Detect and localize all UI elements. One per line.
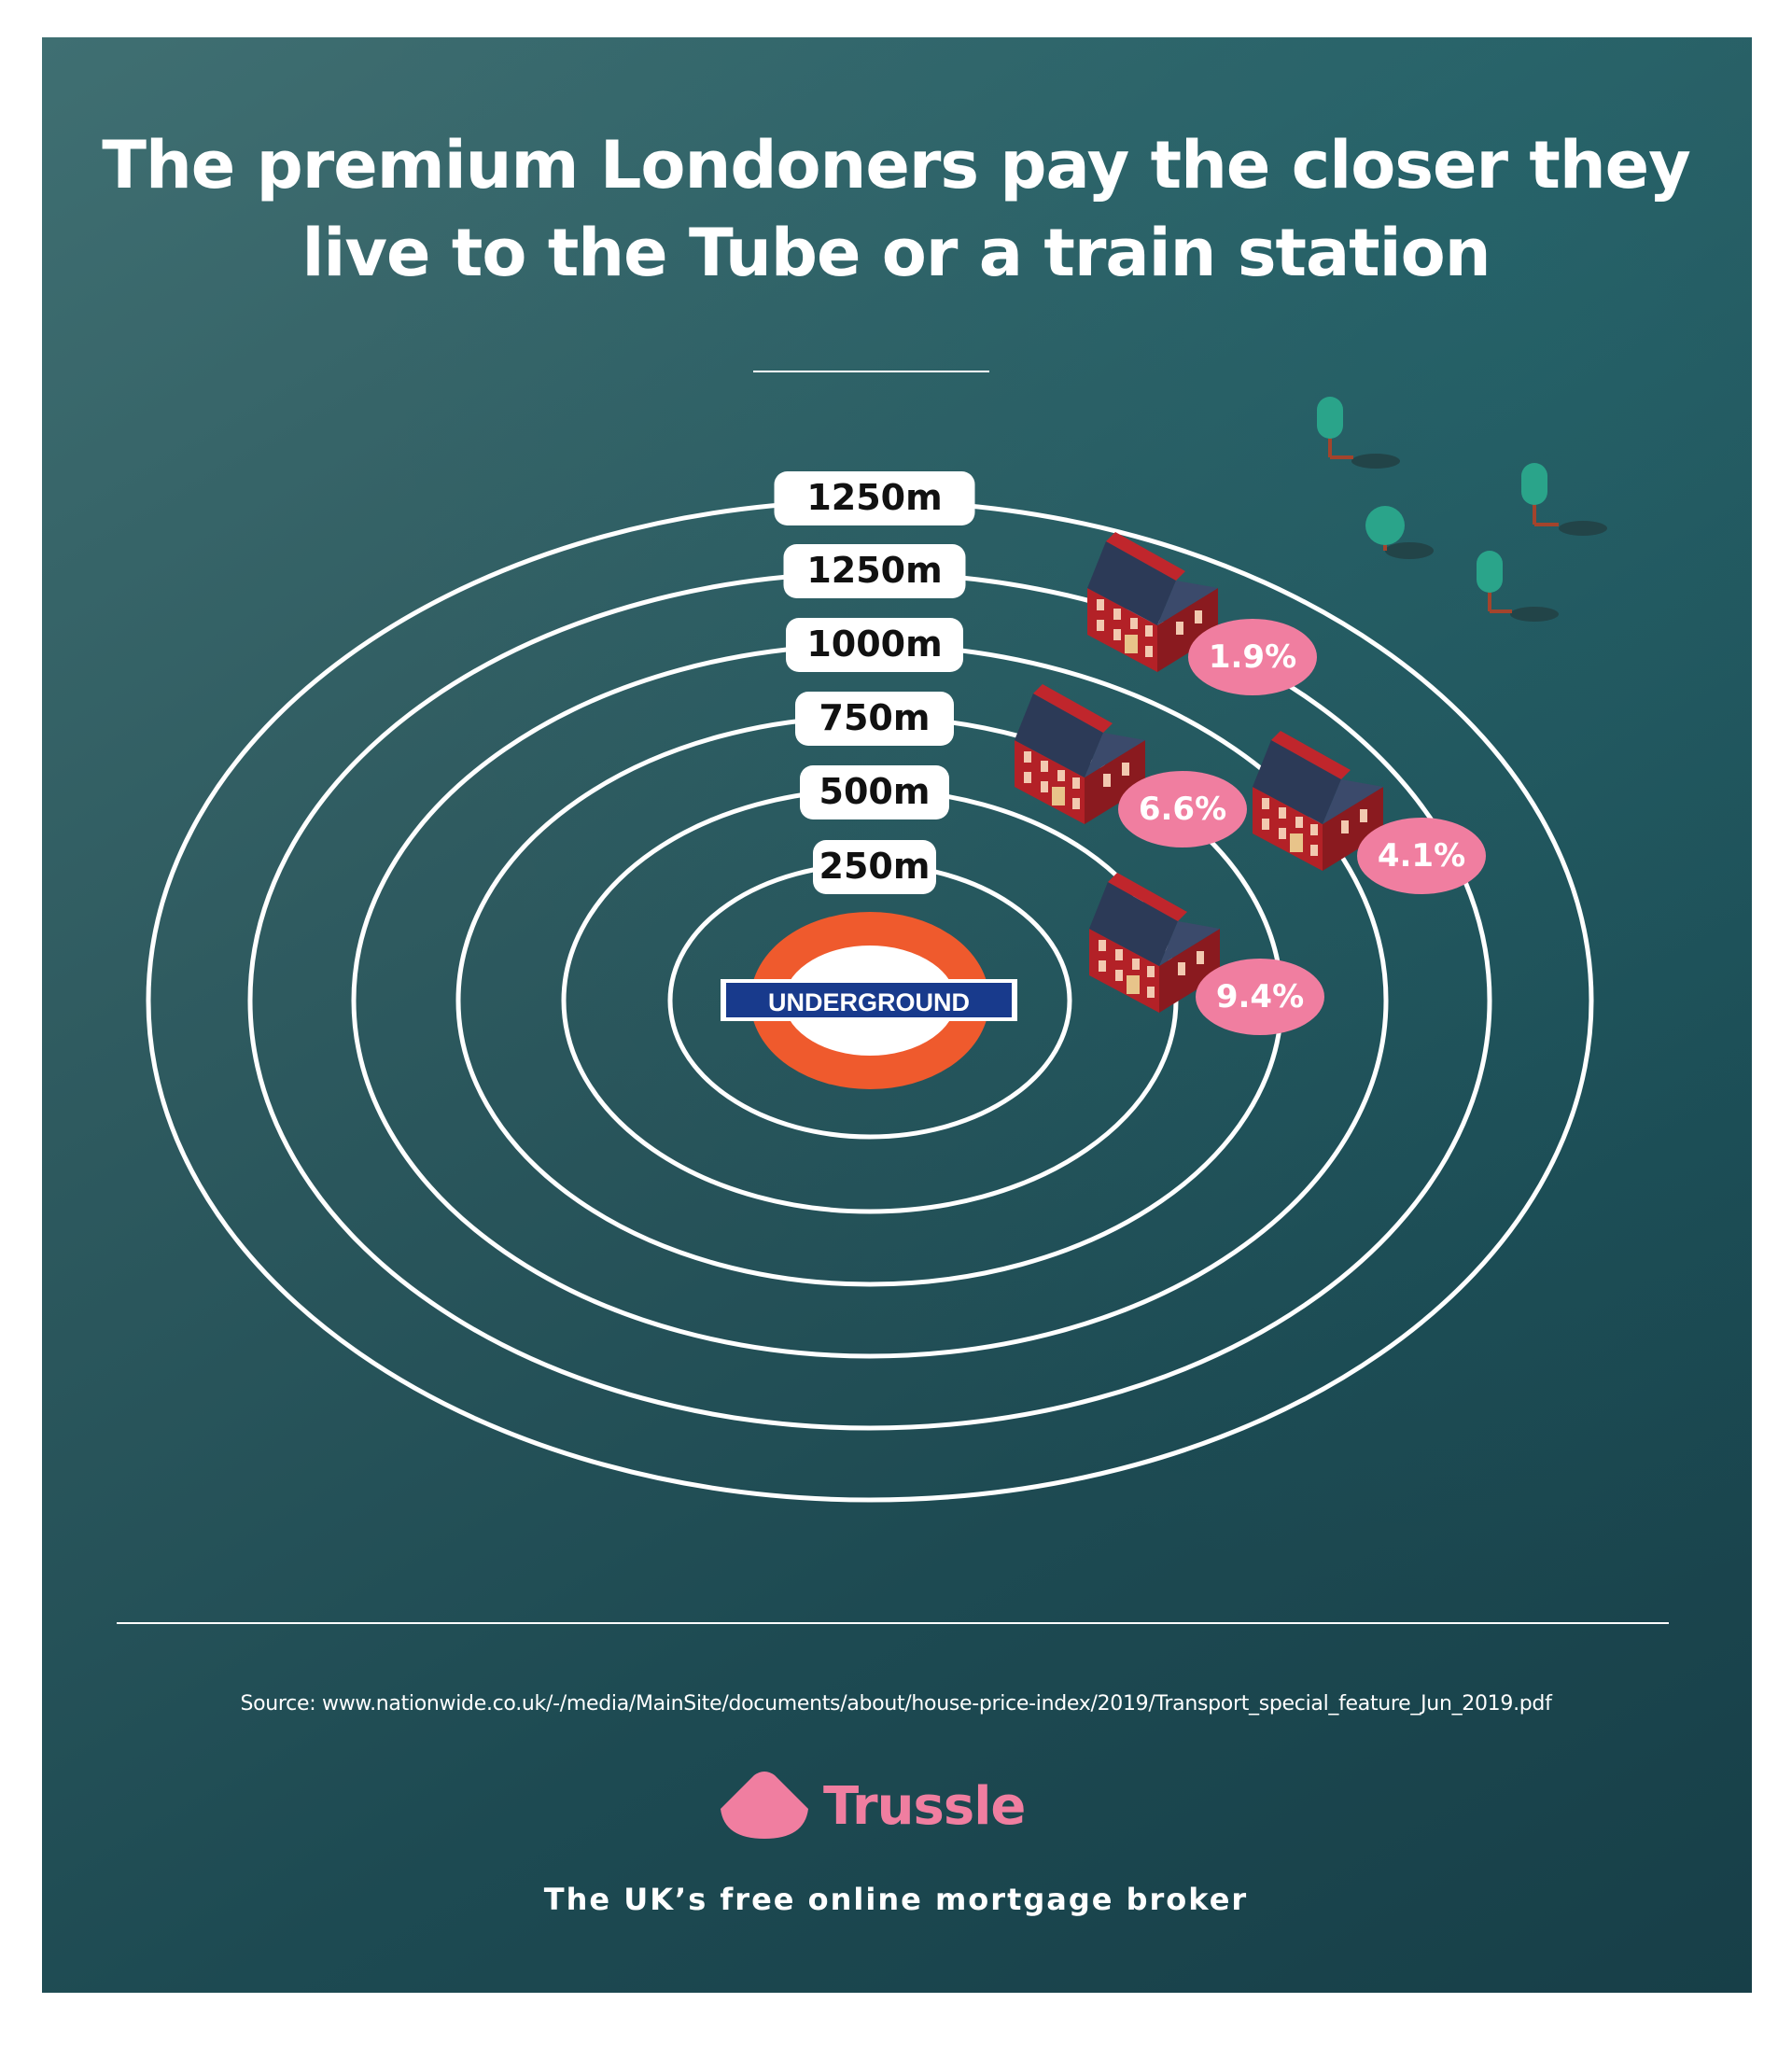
premium-badge: 9.4%	[1196, 959, 1324, 1035]
premium-badge: 1.9%	[1188, 619, 1317, 695]
ring-label-250m: 250m	[813, 840, 936, 894]
house-icon	[1089, 873, 1220, 1013]
title-divider	[753, 371, 989, 372]
ring-label-500m: 500m	[800, 765, 949, 819]
title-line-1: The premium Londoners pay the closer the…	[102, 127, 1691, 203]
ring-label-1000m: 1000m	[786, 618, 963, 672]
brand-logo: Trussle	[719, 1769, 1026, 1843]
ring-label-1250m-inner: 1250m	[783, 544, 966, 598]
premium-badge: 4.1%	[1357, 818, 1486, 894]
house-icon	[1087, 532, 1218, 672]
tree-icon	[1317, 397, 1400, 469]
tree-icon	[1365, 506, 1434, 559]
brand-tagline: The UK’s free online mortgage broker	[543, 1882, 1249, 1917]
tree-icon	[1477, 551, 1559, 622]
underground-roundel-icon: UNDERGROUND	[721, 912, 1017, 1089]
page-title: The premium Londoners pay the closer the…	[0, 121, 1792, 297]
trussle-logo-icon	[721, 1772, 808, 1839]
brand-name: Trussle	[823, 1775, 1026, 1837]
underground-sign-text: UNDERGROUND	[768, 988, 970, 1016]
ring-label-750m: 750m	[795, 692, 954, 746]
house-icon	[1015, 684, 1145, 824]
title-line-2: live to the Tube or a train station	[301, 215, 1491, 291]
house-icon	[1253, 731, 1383, 871]
premium-badge: 6.6%	[1118, 771, 1247, 847]
footer-divider	[117, 1622, 1669, 1624]
source-citation: Source: www.nationwide.co.uk/-/media/Mai…	[240, 1692, 1552, 1716]
ring-label-1250m-outer: 1250m	[774, 471, 975, 525]
tree-icon	[1521, 463, 1607, 536]
